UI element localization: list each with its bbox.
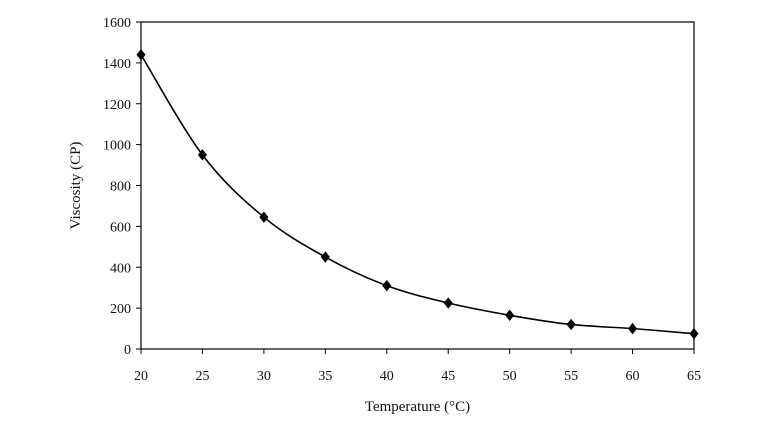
- y-tick-label: 200: [110, 302, 131, 317]
- y-tick-label: 1600: [103, 16, 131, 31]
- y-tick-label: 600: [110, 220, 131, 235]
- x-tick-label: 25: [195, 369, 209, 384]
- x-tick-label: 30: [257, 369, 271, 384]
- x-axis-label: Temperature (°C): [365, 399, 470, 415]
- x-tick-label: 55: [564, 369, 578, 384]
- x-tick-label: 45: [441, 369, 455, 384]
- y-tick-label: 800: [110, 180, 131, 195]
- data-point: [136, 49, 146, 61]
- data-point: [320, 251, 330, 263]
- data-point: [382, 279, 392, 292]
- x-tick-label: 65: [687, 369, 701, 384]
- data-point: [505, 309, 515, 321]
- y-axis-label: Viscosity (CP): [68, 142, 84, 230]
- y-tick-label: 1000: [103, 139, 131, 154]
- data-point: [197, 149, 207, 161]
- y-tick-label: 1200: [103, 98, 131, 113]
- data-point: [443, 297, 453, 309]
- series-markers: [136, 49, 699, 340]
- y-tick-label: 1400: [103, 57, 131, 72]
- x-tick-label: 50: [503, 369, 517, 384]
- x-tick-label: 35: [318, 369, 332, 384]
- y-axis-ticks: 0 200 400 600 800 1000 1200 1400 1600: [103, 16, 141, 358]
- data-point: [689, 327, 699, 340]
- y-tick-label: 400: [110, 261, 131, 276]
- series-line: [140, 54, 695, 335]
- data-point: [259, 211, 269, 223]
- data-point: [628, 322, 638, 335]
- data-point: [566, 318, 576, 331]
- x-tick-label: 60: [626, 369, 640, 384]
- x-tick-label: 20: [134, 369, 148, 384]
- y-tick-label: 0: [124, 343, 131, 358]
- plot-frame: [140, 21, 695, 350]
- x-axis-ticks: 20 25 30 35 40 45 50 55 60 65: [134, 349, 701, 384]
- x-tick-label: 40: [380, 369, 394, 384]
